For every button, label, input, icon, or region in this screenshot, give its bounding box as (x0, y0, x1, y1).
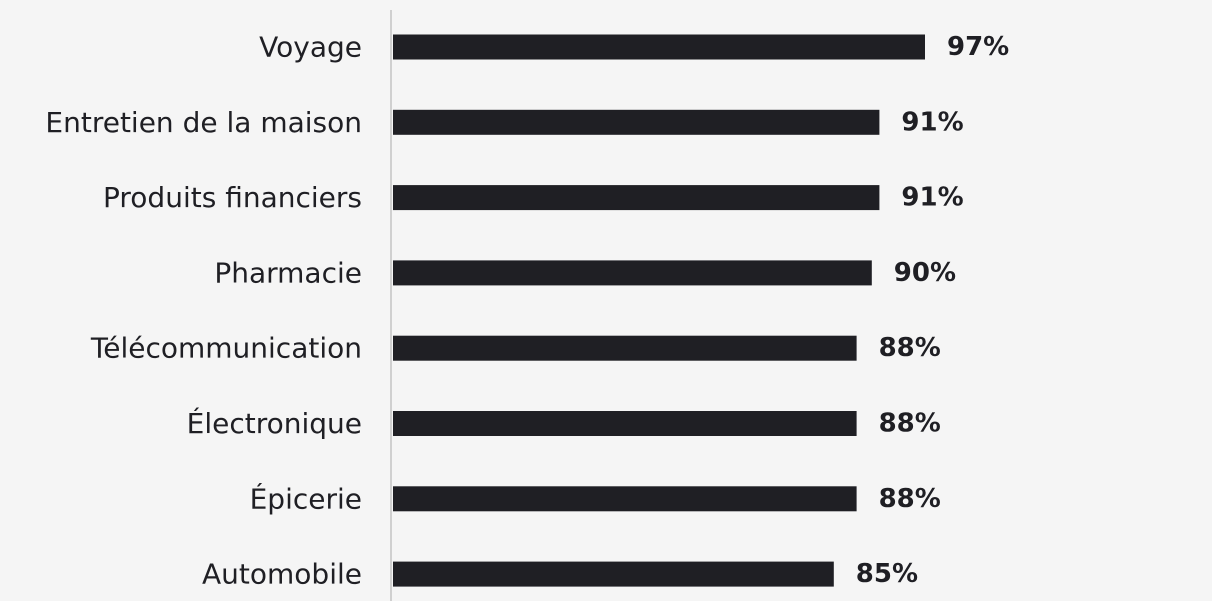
bar-entretien-de-la-maison (393, 109, 880, 135)
category-label-pharmacie: Pharmacie (214, 256, 362, 289)
bar-automobile (393, 561, 834, 587)
category-label-automobile: Automobile (202, 558, 362, 591)
category-label-voyage: Voyage (259, 31, 362, 64)
category-label-entretien-de-la-maison: Entretien de la maison (45, 106, 362, 139)
value-label-telecommunication: 88% (879, 333, 941, 363)
value-labels-group: 97% 91% 91% 90% 88% 88% 88% 85% (856, 32, 1009, 589)
value-label-voyage: 97% (947, 32, 1009, 62)
bar-epicerie (393, 486, 857, 512)
category-label-epicerie: Épicerie (250, 481, 362, 515)
bar-produits-financiers (393, 185, 880, 211)
value-label-entretien-de-la-maison: 91% (901, 107, 963, 137)
bars-group (393, 34, 925, 587)
category-label-produits-financiers: Produits financiers (103, 181, 362, 214)
value-label-produits-financiers: 91% (901, 183, 963, 213)
bar-telecommunication (393, 335, 857, 361)
value-label-automobile: 85% (856, 559, 918, 589)
category-label-telecommunication: Télécommunication (90, 332, 362, 365)
bar-voyage (393, 34, 925, 60)
value-label-epicerie: 88% (879, 484, 941, 514)
value-label-pharmacie: 90% (894, 258, 956, 288)
category-label-electronique: Électronique (187, 406, 362, 440)
value-label-electronique: 88% (879, 409, 941, 439)
bar-pharmacie (393, 260, 872, 286)
bar-electronique (393, 411, 857, 436)
category-labels-group: Voyage Entretien de la maison Produits fin… (45, 31, 362, 591)
